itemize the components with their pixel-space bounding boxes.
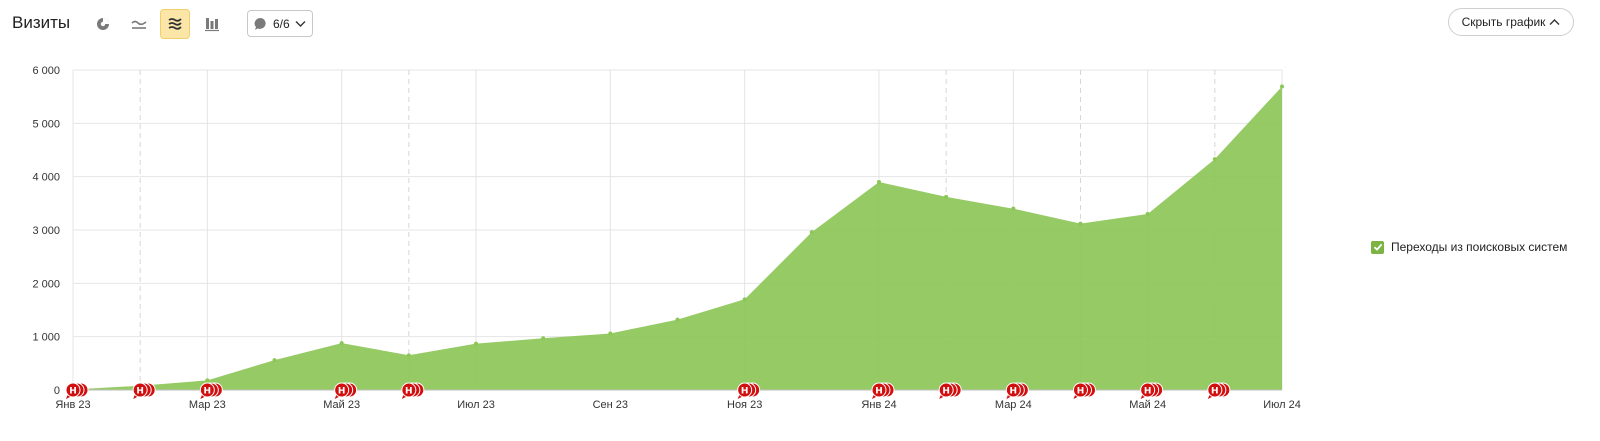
data-point [675, 317, 680, 322]
marker-label: Н [338, 387, 346, 397]
marker-label: Н [405, 387, 413, 397]
data-point [1212, 157, 1217, 162]
line-chart-button[interactable] [124, 9, 154, 39]
x-tick-label: Июл 23 [457, 399, 495, 411]
marker-label: Н [204, 387, 212, 397]
x-tick-label: Май 23 [323, 399, 360, 411]
chart-toolbar: Визиты 6/6 [0, 0, 1600, 48]
marker-bubble [1005, 382, 1021, 398]
line-chart-icon [131, 20, 147, 29]
annotation-marker[interactable]: Н [871, 382, 895, 399]
y-tick-label: 3 000 [32, 225, 60, 237]
y-tick-label: 5 000 [32, 118, 60, 130]
marker-bubble [132, 382, 148, 398]
data-point [877, 180, 881, 184]
hide-chart-button[interactable]: Скрыть график [1448, 8, 1574, 36]
marker-label: Н [1144, 387, 1152, 397]
comments-dropdown[interactable]: 6/6 [247, 10, 313, 37]
comment-icon [254, 17, 266, 30]
hide-chart-label: Скрыть график [1461, 15, 1546, 29]
data-point [742, 297, 747, 302]
data-point [1011, 206, 1016, 211]
x-tick-label: Янв 23 [55, 399, 90, 411]
marker-label: Н [875, 387, 883, 397]
x-tick-label: Июл 24 [1263, 399, 1301, 411]
data-point [406, 353, 411, 358]
marker-label: Н [136, 387, 144, 397]
x-tick-label: Май 24 [1129, 399, 1166, 411]
y-tick-label: 6 000 [32, 65, 60, 77]
data-point [1280, 84, 1284, 89]
annotation-marker[interactable]: Н [65, 382, 89, 399]
x-tick-label: Янв 24 [861, 399, 896, 411]
pie-chart-button[interactable] [88, 9, 118, 39]
marker-bubble [938, 382, 954, 398]
data-point [809, 230, 814, 235]
pie-chart-icon [97, 18, 109, 30]
data-point [474, 341, 478, 346]
chart-title: Визиты [12, 13, 71, 32]
marker-label: Н [69, 387, 77, 397]
annotation-marker[interactable]: Н [1005, 382, 1029, 399]
chevron-up-icon [1549, 19, 1560, 25]
marker-bubble [1140, 382, 1156, 398]
y-tick-label: 0 [54, 385, 60, 397]
marker-bubble [871, 382, 887, 398]
annotation-marker[interactable]: Н [1207, 382, 1231, 399]
marker-bubble [1207, 382, 1223, 398]
marker-bubble [737, 382, 753, 398]
bar-chart-icon [205, 18, 219, 32]
marker-bubble [199, 382, 215, 398]
area-chart: 0 1 000 2 000 3 000 4 000 5 000 6 000 Янв 23 Мар… [32, 65, 1301, 411]
legend-item-search-traffic[interactable]: Переходы из поисковых систем [1371, 240, 1567, 254]
annotation-marker[interactable]: Н [737, 382, 761, 399]
marker-label: Н [1010, 387, 1018, 397]
annotation-marker[interactable]: Н [401, 382, 425, 399]
data-point [1078, 221, 1083, 226]
data-point [272, 358, 277, 363]
annotation-marker[interactable]: Н [334, 382, 358, 399]
area-chart-icon [168, 18, 182, 30]
legend-label: Переходы из поисковых систем [1391, 240, 1568, 254]
annotation-marker[interactable]: Н [132, 382, 156, 399]
data-point [541, 336, 546, 341]
annotation-marker[interactable]: Н [938, 382, 962, 399]
marker-bubble [401, 382, 417, 398]
data-point [608, 331, 613, 336]
x-tick-label: Ноя 23 [727, 399, 762, 411]
y-tick-label: 1 000 [32, 332, 60, 344]
bar-chart-button[interactable] [197, 9, 227, 39]
area-chart-button[interactable] [160, 9, 190, 39]
data-point [339, 341, 344, 346]
data-point [1145, 212, 1150, 216]
x-tick-label: Сен 23 [593, 399, 628, 411]
x-tick-label: Мар 23 [189, 399, 226, 411]
annotation-marker[interactable]: Н [1140, 382, 1164, 399]
y-tick-label: 2 000 [32, 278, 60, 290]
marker-label: Н [741, 387, 749, 397]
annotation-marker[interactable]: Н [1073, 382, 1096, 399]
y-tick-label: 4 000 [32, 172, 60, 184]
comments-count: 6/6 [273, 16, 290, 31]
x-tick-label: Мар 24 [995, 399, 1032, 411]
annotation-marker[interactable]: Н [199, 382, 223, 399]
data-point [205, 378, 210, 383]
marker-label: Н [1211, 387, 1219, 397]
marker-bubble [334, 382, 350, 398]
marker-label: Н [1077, 387, 1085, 397]
marker-bubble [65, 382, 81, 398]
marker-bubble [1073, 382, 1088, 398]
data-point [944, 194, 949, 199]
marker-label: Н [942, 387, 950, 397]
checkbox-checked-icon[interactable] [1371, 240, 1384, 254]
chevron-down-icon [295, 20, 306, 27]
series-area [73, 86, 1282, 390]
